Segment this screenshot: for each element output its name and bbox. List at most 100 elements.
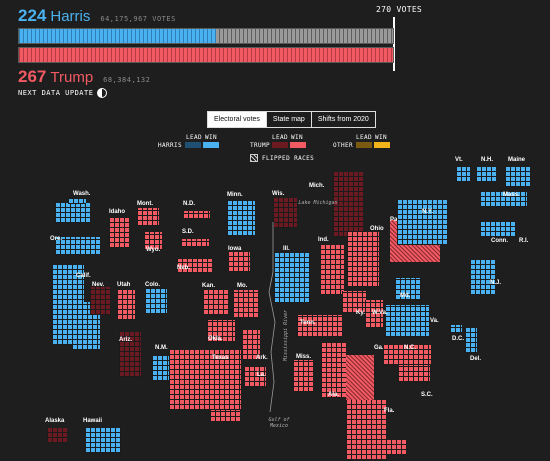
state-ok[interactable] <box>207 320 235 342</box>
state-ia[interactable] <box>228 252 250 272</box>
legend-other-win-swatch <box>374 142 390 148</box>
state-vt[interactable] <box>456 167 470 182</box>
state-fl-part1[interactable] <box>386 440 406 455</box>
legend-other-lead-swatch <box>356 142 372 148</box>
state-wy[interactable] <box>144 232 162 250</box>
state-label-tn: Tenn. <box>300 320 316 326</box>
state-ar[interactable] <box>242 330 260 360</box>
lake-michigan-label: Lake Michigan <box>298 200 338 206</box>
state-mi[interactable] <box>333 172 363 237</box>
state-tn[interactable] <box>297 315 342 337</box>
tab-state-map[interactable]: State map <box>266 112 312 127</box>
state-label-de: Del. <box>470 356 482 362</box>
tab-electoral-votes[interactable]: Electoral votes <box>208 112 267 127</box>
state-nv[interactable] <box>90 287 110 315</box>
state-label-ak: Alaska <box>45 418 65 424</box>
state-label-ca: Calif. <box>76 273 91 279</box>
state-nm[interactable] <box>152 356 172 381</box>
state-oh[interactable] <box>347 232 379 287</box>
state-ga[interactable] <box>346 355 374 403</box>
state-ne[interactable] <box>177 259 212 273</box>
state-al[interactable] <box>321 343 346 398</box>
next-data-update: NEXT DATA UPDATE <box>18 88 108 98</box>
legend-win-label: WIN <box>205 134 218 141</box>
state-label-mi: Mich. <box>309 183 325 189</box>
state-co[interactable] <box>145 288 167 314</box>
state-label-la: La. <box>257 372 266 378</box>
harris-electoral-count: 224 <box>18 6 47 25</box>
flipped-races-label: FLIPPED RACES <box>262 154 315 162</box>
state-or[interactable] <box>55 237 100 255</box>
state-nc[interactable] <box>383 345 431 365</box>
state-va[interactable] <box>385 305 429 337</box>
legend-trump-label: TRUMP <box>250 142 271 149</box>
legend-win-label-other: WIN <box>375 134 388 141</box>
state-label-az: Ariz. <box>119 337 133 343</box>
state-la[interactable] <box>244 367 266 387</box>
state-de[interactable] <box>465 328 477 353</box>
state-tx-part1[interactable] <box>210 410 240 422</box>
legend-lead-label-other: LEAD <box>356 134 373 141</box>
trump-header: 267 Trump 68,384,132 <box>18 67 151 86</box>
state-label-va: Va. <box>430 318 439 324</box>
tab-shifts-from-2020[interactable]: Shifts from 2020 <box>311 112 375 127</box>
state-wv[interactable] <box>365 300 383 328</box>
state-wa[interactable] <box>55 203 90 223</box>
state-mt[interactable] <box>137 208 159 226</box>
flipped-races-legend: FLIPPED RACES <box>250 154 314 162</box>
state-label-ri: R.I. <box>519 238 529 244</box>
state-mo[interactable] <box>233 290 259 318</box>
legend-lead-label-trump: LEAD <box>272 134 289 141</box>
clock-icon <box>97 88 108 98</box>
state-fl[interactable] <box>346 400 386 460</box>
trump-popular-votes: 68,384,132 <box>103 76 151 84</box>
state-label-co: Colo. <box>145 282 160 288</box>
state-label-ky: Ky. <box>356 310 365 316</box>
state-label-fl: Fla. <box>384 408 395 414</box>
state-ct[interactable] <box>480 222 500 237</box>
state-md[interactable] <box>395 278 421 300</box>
state-ms[interactable] <box>293 360 313 392</box>
trump-electoral-count: 267 <box>18 67 47 86</box>
state-label-ny: N.Y. <box>422 209 434 215</box>
state-ks[interactable] <box>203 290 228 315</box>
state-label-hi: Hawaii <box>83 418 103 424</box>
state-sd[interactable] <box>181 239 209 247</box>
state-label-ks: Kan. <box>202 283 216 289</box>
state-sc[interactable] <box>398 360 430 382</box>
state-ri[interactable] <box>500 222 516 237</box>
state-label-il: Ill. <box>283 246 290 252</box>
state-tx[interactable] <box>169 350 241 410</box>
state-ma[interactable] <box>480 192 527 207</box>
threshold-label: 270 VOTES <box>376 5 423 14</box>
legend-harris-lead-swatch <box>185 142 201 148</box>
state-ny[interactable] <box>397 200 447 245</box>
state-dc[interactable] <box>450 325 462 333</box>
state-label-nm: N.M. <box>155 345 168 351</box>
state-label-wv: W.Va. <box>372 310 388 316</box>
state-az[interactable] <box>119 332 141 377</box>
state-nj[interactable] <box>470 260 495 295</box>
state-mn[interactable] <box>227 200 255 236</box>
state-nd[interactable] <box>183 211 210 219</box>
state-ak[interactable] <box>47 428 67 443</box>
state-il[interactable] <box>274 253 310 303</box>
state-nh[interactable] <box>476 167 496 182</box>
state-label-wy: Wyo. <box>146 247 161 253</box>
legend-harris-label: HARRIS <box>158 142 183 149</box>
mississippi-river-line <box>268 222 276 412</box>
state-label-ne: Neb. <box>177 265 191 271</box>
state-id[interactable] <box>109 218 129 248</box>
state-label-sd: S.D. <box>182 229 194 235</box>
state-wa-part1[interactable] <box>68 198 86 204</box>
state-ut[interactable] <box>117 290 135 320</box>
state-ky[interactable] <box>342 291 366 313</box>
state-hi[interactable] <box>85 428 121 453</box>
mississippi-river-label: Mississippi River <box>283 309 289 361</box>
harris-bar <box>18 28 394 44</box>
state-wi[interactable] <box>273 198 297 228</box>
legend-harris-win-swatch <box>203 142 219 148</box>
state-me[interactable] <box>505 167 530 187</box>
state-label-ok: Okla. <box>208 336 223 342</box>
state-in[interactable] <box>320 245 344 295</box>
